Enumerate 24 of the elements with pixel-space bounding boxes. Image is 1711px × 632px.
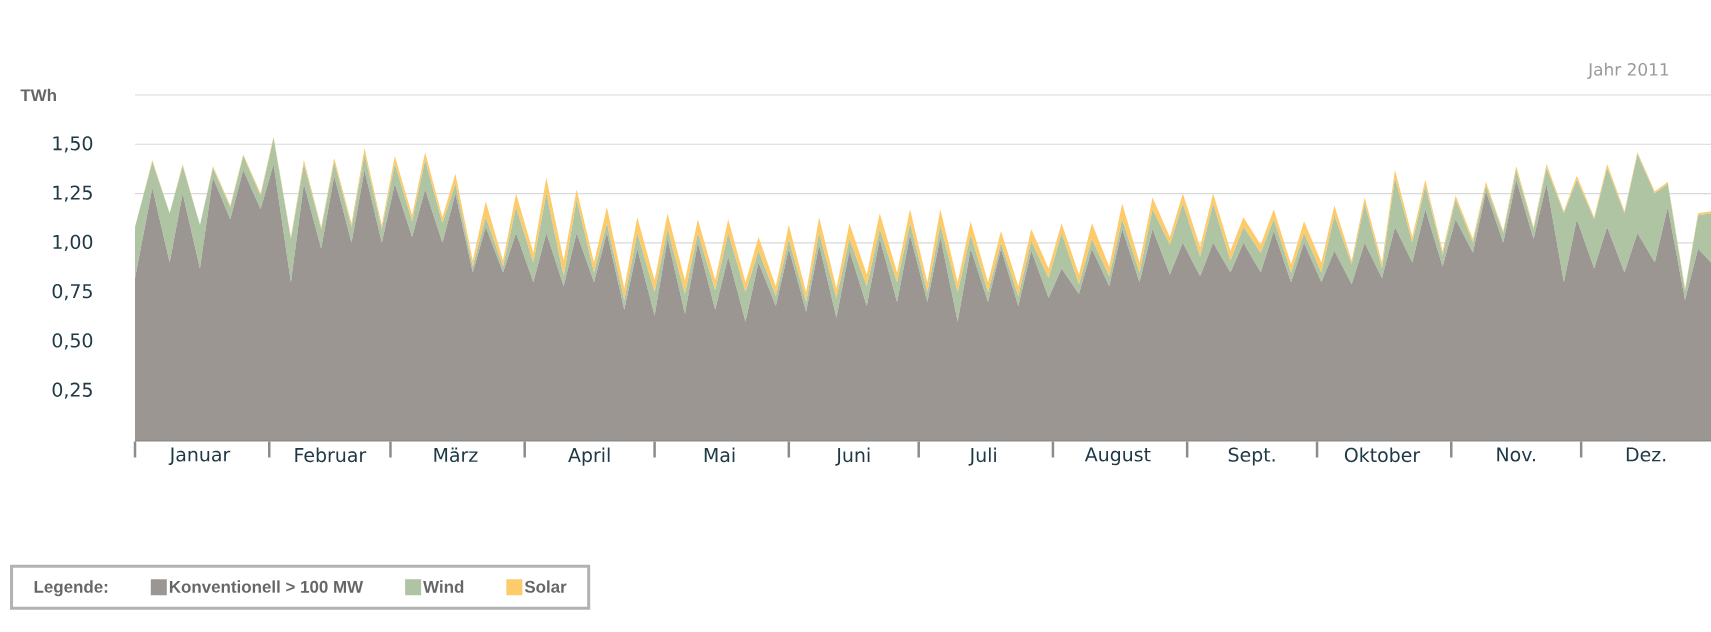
x-tick-label: Nov. [1497, 447, 1535, 462]
x-tick-label: Februar [295, 447, 367, 463]
x-tick-label: Mai [704, 447, 735, 463]
x-tick-label: April [568, 447, 610, 466]
y-tick-label: 1,25 [53, 185, 92, 202]
legend-label: Konventionell > 100 MW [169, 580, 364, 593]
legend-label: Solar [524, 580, 567, 593]
y-axis-title: TWh [20, 88, 56, 102]
x-tick-label: August [1084, 447, 1151, 466]
x-tick-label: Juli [968, 447, 996, 466]
x-tick-label: Sept. [1228, 447, 1275, 466]
x-tick-label: Juni [835, 447, 870, 466]
x-tick-label: Januar [168, 447, 231, 466]
y-tick-label: 0,75 [52, 284, 92, 301]
x-tick-label: Oktober [1344, 447, 1421, 463]
y-tick-label: 1,50 [53, 136, 93, 153]
legend-title: Legende: [34, 580, 108, 597]
x-tick-label: Dez. [1626, 447, 1666, 462]
y-tick-label: 0,50 [52, 333, 93, 350]
chart-subtitle: Jahr 2011 [1587, 62, 1669, 79]
x-tick-label: März [434, 447, 478, 463]
y-tick-label: 1,00 [53, 234, 93, 251]
legend-label: Wind [423, 580, 464, 593]
y-tick-label: 0,25 [52, 382, 92, 399]
